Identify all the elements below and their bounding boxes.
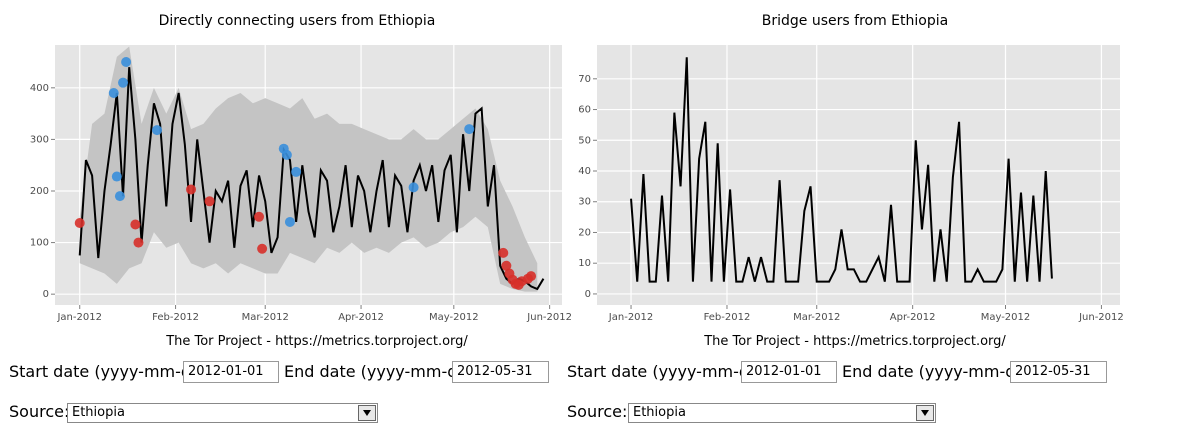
y-tick-label: 40 (578, 166, 591, 177)
event-point (152, 125, 163, 136)
event-point (408, 182, 419, 193)
select-arrow[interactable] (916, 405, 934, 421)
source-select[interactable]: Ethiopia (67, 403, 378, 423)
select-text: Ethiopia (633, 405, 686, 420)
x-tick-label: Feb-2012 (704, 312, 751, 323)
x-tick-label: Feb-2012 (152, 312, 199, 323)
chart-title: Bridge users from Ethiopia (762, 13, 948, 29)
plot-background (597, 45, 1120, 305)
y-tick-label: 400 (30, 83, 49, 94)
event-point (186, 184, 197, 195)
x-tick-label: May-2012 (981, 312, 1031, 323)
x-tick-label: Mar-2012 (242, 312, 289, 323)
event-point (133, 237, 144, 248)
x-tick-label: Jun-2012 (526, 312, 572, 323)
event-point (130, 219, 141, 230)
chart-title: Directly connecting users from Ethiopia (159, 13, 436, 29)
event-point (121, 57, 132, 68)
y-tick-label: 0 (43, 289, 49, 300)
source-label: Source: (9, 402, 70, 421)
y-tick-label: 10 (578, 258, 591, 269)
x-tick-label: Jan-2012 (608, 312, 653, 323)
start-label: Start date (yyyy-mm-dd): (567, 362, 771, 381)
event-point (74, 217, 85, 228)
select-text: Ethiopia (72, 405, 125, 420)
y-tick-label: 200 (30, 186, 49, 197)
expected-range (79, 46, 538, 292)
line (78, 67, 545, 291)
event-point (501, 260, 512, 271)
event-point (108, 87, 119, 98)
event-point (281, 149, 292, 160)
y-tick-label: 20 (578, 227, 591, 238)
source-label: Source: (567, 402, 628, 421)
x-tick-label: Jan-2012 (56, 312, 101, 323)
x-tick-label: May-2012 (429, 312, 479, 323)
event-point (464, 124, 475, 135)
event-point (257, 243, 268, 254)
caption: The Tor Project - https://metrics.torpro… (166, 334, 468, 349)
charts: Directly connecting users from Ethiopia 0… (30, 13, 1124, 323)
y-tick-label: 0 (585, 289, 591, 300)
y-tick-label: 300 (30, 134, 49, 145)
x-tick-label: Mar-2012 (793, 312, 840, 323)
caption: The Tor Project - https://metrics.torpro… (704, 334, 1006, 349)
start-label: Start date (yyyy-mm-dd): (9, 362, 213, 381)
event-point (254, 211, 265, 222)
y-tick-label: 60 (578, 105, 591, 116)
x-tick-label: Apr-2012 (338, 312, 384, 323)
end-input[interactable]: 2012-05-31 (1010, 361, 1107, 383)
source-select[interactable]: Ethiopia (628, 403, 936, 423)
x-tick-label: Jun-2012 (1078, 312, 1124, 323)
select-arrow[interactable] (358, 405, 376, 421)
x-tick-label: Apr-2012 (890, 312, 936, 323)
start-input[interactable]: 2012-01-01 (183, 361, 279, 383)
event-point (526, 271, 537, 282)
y-tick-label: 100 (30, 238, 49, 249)
start-input[interactable]: 2012-01-01 (741, 361, 837, 383)
event-point (118, 77, 129, 88)
end-input[interactable]: 2012-05-31 (452, 361, 549, 383)
line (630, 57, 1053, 283)
event-point (284, 216, 295, 227)
event-point (111, 171, 122, 182)
event-point (291, 166, 302, 177)
end-label: End date (yyyy-mm-dd): (284, 362, 480, 381)
y-tick-label: 70 (578, 74, 591, 85)
event-point (114, 191, 125, 202)
event-point (204, 196, 215, 207)
event-point (498, 247, 509, 258)
end-label: End date (yyyy-mm-dd): (842, 362, 1038, 381)
y-tick-label: 30 (578, 197, 591, 208)
y-tick-label: 50 (578, 135, 591, 146)
